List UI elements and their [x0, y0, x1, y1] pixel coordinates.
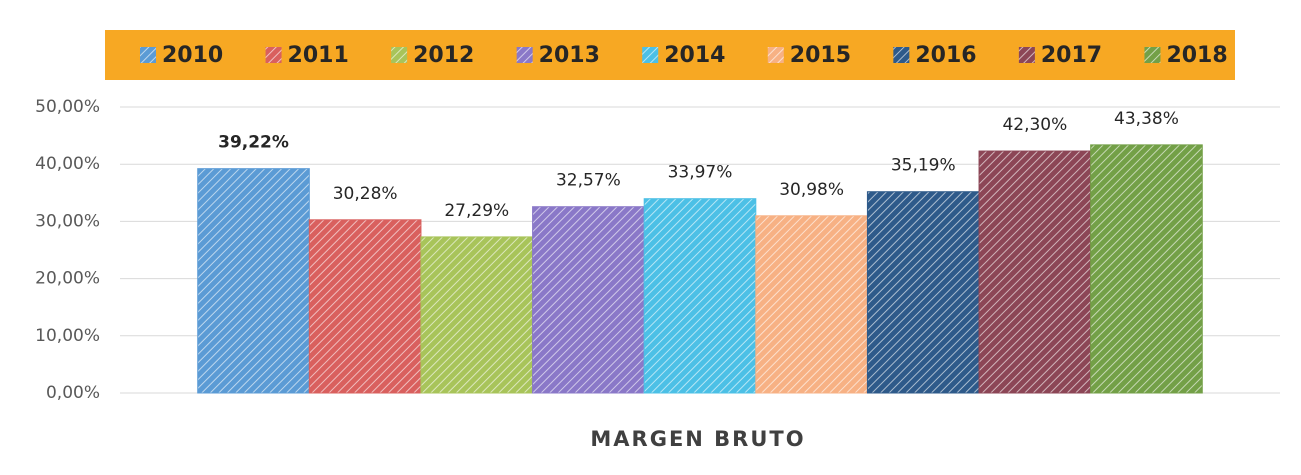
y-tick-label: 50,00% — [35, 97, 100, 117]
y-tick-label: 40,00% — [35, 154, 100, 174]
bar — [197, 168, 310, 394]
bar — [420, 236, 534, 394]
legend-swatch — [265, 47, 282, 63]
bar — [978, 150, 1092, 394]
data-label: 27,29% — [444, 201, 509, 221]
legend-label: 2015 — [790, 43, 851, 68]
legend-swatch — [391, 47, 408, 63]
legend-label: 2013 — [539, 43, 600, 68]
legend-swatch — [1144, 47, 1161, 63]
legend-label: 2014 — [664, 43, 725, 68]
data-label: 35,19% — [891, 156, 956, 176]
data-label: 32,57% — [556, 171, 621, 191]
legend-label: 2011 — [288, 43, 349, 68]
legend-band — [105, 30, 1235, 80]
legend-label: 2016 — [915, 43, 976, 68]
legend-label: 2018 — [1166, 43, 1227, 68]
y-tick-label: 0,00% — [46, 383, 100, 403]
legend-swatch — [893, 47, 910, 63]
bar — [643, 198, 757, 394]
data-label: 39,22% — [218, 133, 289, 153]
bar — [532, 206, 645, 394]
legend-label: 2010 — [162, 43, 223, 68]
data-label: 30,98% — [779, 180, 844, 200]
data-label: 42,30% — [1002, 115, 1067, 135]
legend-swatch — [516, 47, 533, 63]
data-label: 33,97% — [668, 163, 733, 183]
y-tick-label: 30,00% — [35, 211, 100, 231]
bar — [1090, 144, 1203, 394]
data-label: 30,28% — [333, 184, 398, 204]
legend-swatch — [140, 47, 156, 63]
y-tick-label: 20,00% — [35, 269, 100, 289]
legend-label: 2017 — [1041, 43, 1102, 68]
legend-swatch — [767, 47, 784, 63]
x-tick-label: MARGEN BRUTO — [590, 427, 805, 451]
data-label: 43,38% — [1114, 109, 1179, 129]
y-tick-label: 10,00% — [35, 326, 100, 346]
legend-swatch — [642, 47, 659, 63]
legend-label: 2012 — [413, 43, 474, 68]
bar — [308, 219, 422, 394]
bar — [866, 191, 980, 394]
bar — [755, 215, 868, 394]
legend-swatch — [1018, 47, 1035, 63]
